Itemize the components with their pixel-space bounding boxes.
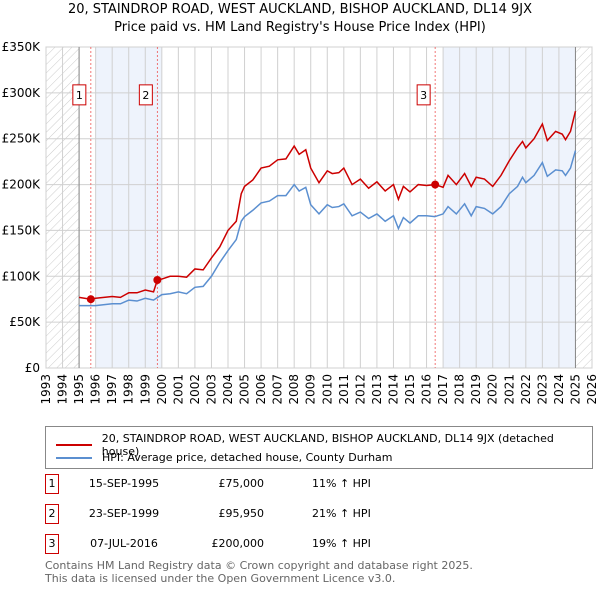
x-tick-label: 2021 <box>502 374 516 405</box>
x-tick-label: 1997 <box>105 374 119 405</box>
y-tick-label: £0 <box>25 361 40 375</box>
x-tick-label: 1999 <box>138 374 152 405</box>
x-tick-label: 2008 <box>287 374 301 405</box>
x-tick-label: 2002 <box>188 374 202 405</box>
x-tick-label: 1998 <box>122 374 136 405</box>
x-tick-label: 2007 <box>271 374 285 405</box>
legend: 20, STAINDROP ROAD, WEST AUCKLAND, BISHO… <box>45 426 593 469</box>
footer-licence: This data is licensed under the Open Gov… <box>45 572 396 585</box>
sale-row: 1 15-SEP-1995 £75,000 11% ↑ HPI <box>45 474 445 494</box>
x-tick-label: 2009 <box>304 374 318 405</box>
sale-point <box>431 180 440 189</box>
x-tick-label: 2006 <box>254 374 268 405</box>
y-tick-label: £200K <box>2 178 42 192</box>
x-tick-label: 2026 <box>585 374 599 405</box>
series-line <box>78 111 577 300</box>
sale-price: £200,000 <box>211 537 265 550</box>
y-tick-label: £300K <box>2 86 42 100</box>
sale-label: 3 <box>420 89 427 102</box>
sale-hpi: 19% ↑ HPI <box>312 537 371 550</box>
sale-date: 15-SEP-1995 <box>88 477 160 490</box>
sale-label-box <box>138 84 153 106</box>
x-tick-label: 1993 <box>39 374 53 405</box>
sale-hpi: 11% ↑ HPI <box>312 477 371 490</box>
sale-marker-label: 2 <box>45 504 59 524</box>
sale-label: 1 <box>76 89 83 102</box>
sale-point <box>153 276 162 285</box>
sale-price: £95,950 <box>218 507 265 520</box>
price-chart: 1993 1994 1995 1996 1997 1998 1999 2000 2001 2002… <box>2 40 599 405</box>
sale-row: 2 23-SEP-1999 £95,950 21% ↑ HPI <box>45 504 445 524</box>
x-tick-label: 2020 <box>486 374 500 405</box>
sale-hpi: 21% ↑ HPI <box>312 507 371 520</box>
sale-price: £75,000 <box>218 477 265 490</box>
sale-marker-label: 1 <box>45 474 59 494</box>
sale-label-box <box>416 84 431 106</box>
x-tick-label: 2015 <box>403 374 417 405</box>
x-tick-label: 2023 <box>535 374 549 405</box>
sale-date: 07-JUL-2016 <box>90 537 158 550</box>
y-tick-label: £50K <box>9 315 41 329</box>
x-tick-label: 2005 <box>238 374 252 405</box>
sale-point <box>86 295 95 304</box>
legend-swatch-property <box>56 444 92 446</box>
x-tick-label: 2014 <box>386 374 400 405</box>
sale-label-box <box>72 84 87 106</box>
y-tick-label: £100K <box>2 269 42 283</box>
x-tick-label: 1994 <box>56 374 70 405</box>
sale-date: 23-SEP-1999 <box>88 507 160 520</box>
hatched-band <box>575 47 592 368</box>
x-tick-label: 1995 <box>72 374 86 405</box>
x-tick-label: 2001 <box>171 374 185 405</box>
legend-swatch-hpi <box>56 456 92 459</box>
x-tick-label: 2003 <box>204 374 218 405</box>
footer-copyright: Contains HM Land Registry data © Crown c… <box>45 559 473 572</box>
legend-label-property: 20, STAINDROP ROAD, WEST AUCKLAND, BISHO… <box>101 432 554 458</box>
x-tick-label: 2016 <box>420 374 434 405</box>
x-tick-label: 2012 <box>353 374 367 405</box>
sale-marker-label: 3 <box>45 534 59 554</box>
x-tick-label: 2004 <box>221 374 235 405</box>
y-tick-label: £150K <box>2 223 42 237</box>
chart-title: 20, STAINDROP ROAD, WEST AUCKLAND, BISHO… <box>67 2 533 17</box>
x-tick-label: 2017 <box>436 374 450 405</box>
x-tick-label: 2010 <box>320 374 334 405</box>
x-tick-label: 2022 <box>519 374 533 405</box>
y-tick-label: £250K <box>2 132 42 146</box>
series-line <box>79 150 577 307</box>
sale-label: 2 <box>142 89 149 102</box>
legend-label-hpi: HPI: Average price, detached house, Coun… <box>102 451 393 464</box>
x-tick-label: 1996 <box>89 374 103 405</box>
x-tick-label: 2011 <box>337 374 351 405</box>
y-tick-label: £350K <box>2 40 42 54</box>
x-tick-label: 2025 <box>568 374 582 405</box>
sale-row: 3 07-JUL-2016 £200,000 19% ↑ HPI <box>45 534 445 554</box>
x-tick-label: 2019 <box>469 374 483 405</box>
x-tick-label: 2018 <box>453 374 467 405</box>
x-tick-label: 2000 <box>155 374 169 405</box>
x-tick-label: 2024 <box>552 374 566 405</box>
x-tick-label: 2013 <box>370 374 384 405</box>
chart-subtitle: Price paid vs. HM Land Registry's House … <box>114 20 486 35</box>
